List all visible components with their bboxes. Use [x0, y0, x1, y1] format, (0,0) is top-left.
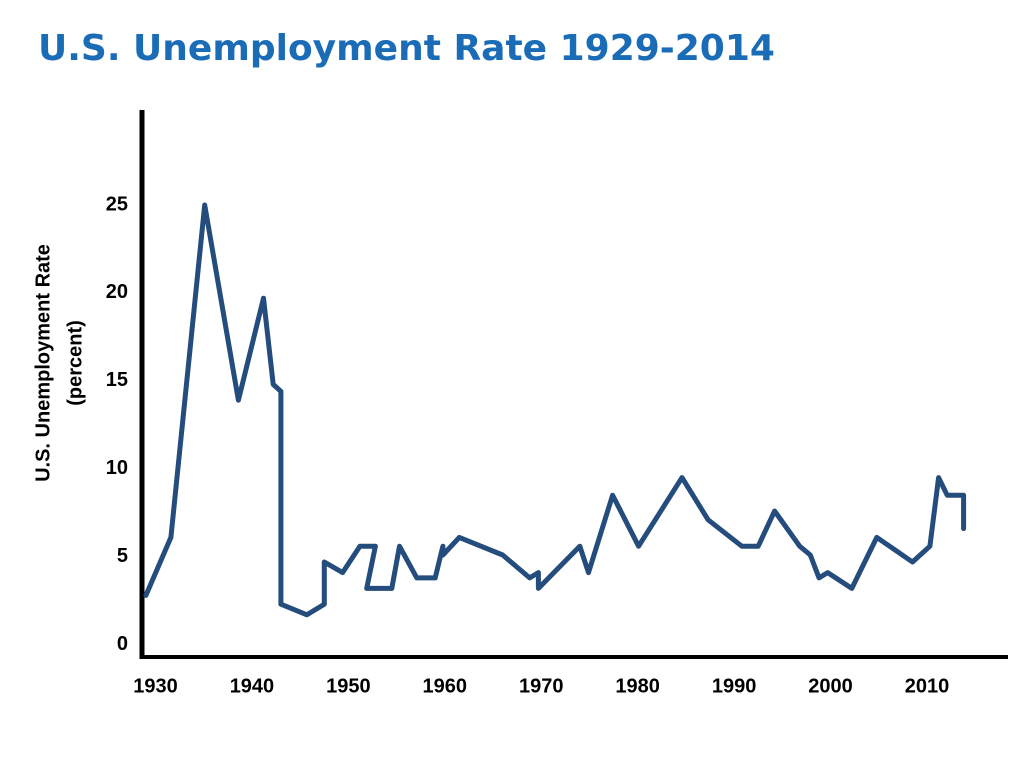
y-axis-title-line: (percent): [64, 320, 86, 406]
x-tick-label: 1950: [326, 675, 371, 697]
y-tick-label: 5: [117, 545, 128, 567]
x-tick-label: 1930: [133, 675, 178, 697]
y-tick-label: 0: [117, 633, 128, 655]
x-tick-label: 2000: [808, 675, 853, 697]
chart-title: U.S. Unemployment Rate 1929-2014: [38, 28, 775, 69]
x-tick-label: 1940: [230, 675, 275, 697]
y-tick-label: 15: [106, 369, 128, 391]
y-tick-label: 25: [106, 193, 128, 215]
y-tick-label: 10: [106, 457, 128, 479]
x-tick-label: 1990: [712, 675, 757, 697]
x-tick-label: 1980: [615, 675, 660, 697]
y-tick-label: 20: [106, 281, 128, 303]
x-tick-label: 1970: [519, 675, 564, 697]
data-line: [143, 202, 967, 618]
y-axis-title-line: U.S. Unemployment Rate: [32, 244, 54, 482]
y-axis-title: U.S. Unemployment Rate (percent): [32, 244, 86, 482]
x-tick-label: 2010: [905, 675, 950, 697]
x-tick-label: 1960: [423, 675, 468, 697]
